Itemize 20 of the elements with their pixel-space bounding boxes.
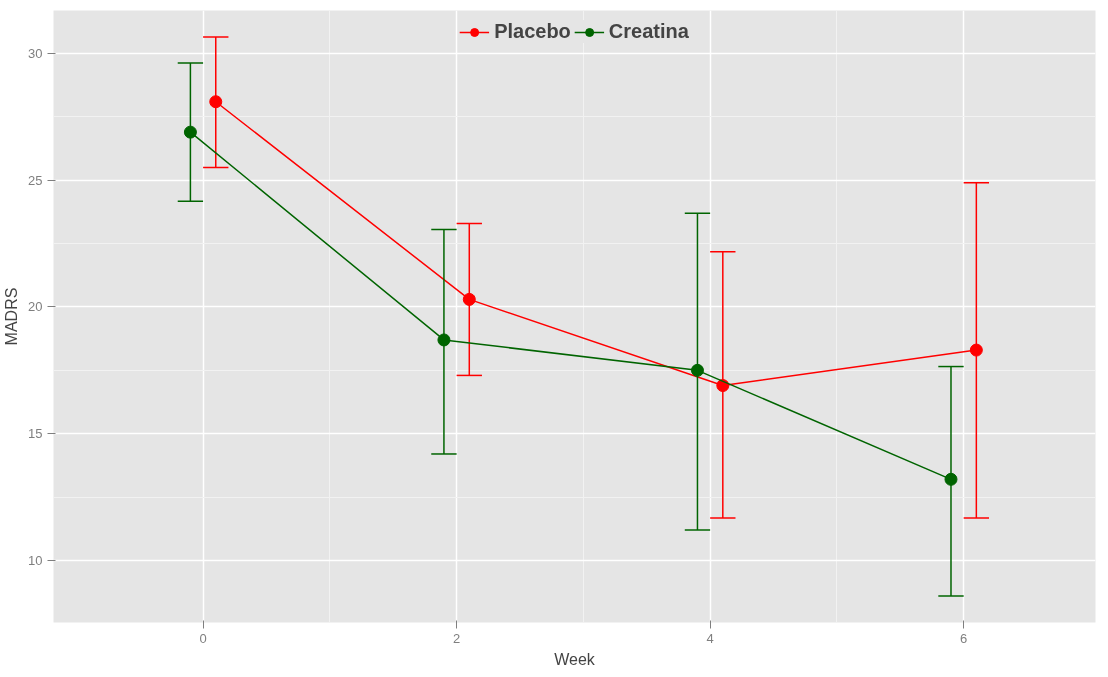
y-tick-label: 15 <box>28 426 43 442</box>
y-tick-label: 20 <box>28 299 43 315</box>
x-tick-label: 4 <box>706 630 714 646</box>
x-tick-label: 6 <box>960 630 968 646</box>
point <box>209 95 223 109</box>
point <box>969 343 983 357</box>
legend-label: Placebo <box>494 20 571 43</box>
x-tick-label: 2 <box>452 630 461 646</box>
point <box>437 333 451 347</box>
y-tick-label: 30 <box>28 46 43 62</box>
point <box>690 363 704 377</box>
y-tick-label: 10 <box>28 552 43 568</box>
point <box>944 472 958 486</box>
x-axis-title: Week <box>554 650 596 668</box>
legend-label: Creatina <box>608 20 689 43</box>
x-tick-label: 0 <box>199 630 207 646</box>
point <box>462 292 476 306</box>
point <box>183 125 197 139</box>
y-axis-title: MADRS <box>3 287 21 346</box>
y-tick-label: 25 <box>28 172 43 188</box>
